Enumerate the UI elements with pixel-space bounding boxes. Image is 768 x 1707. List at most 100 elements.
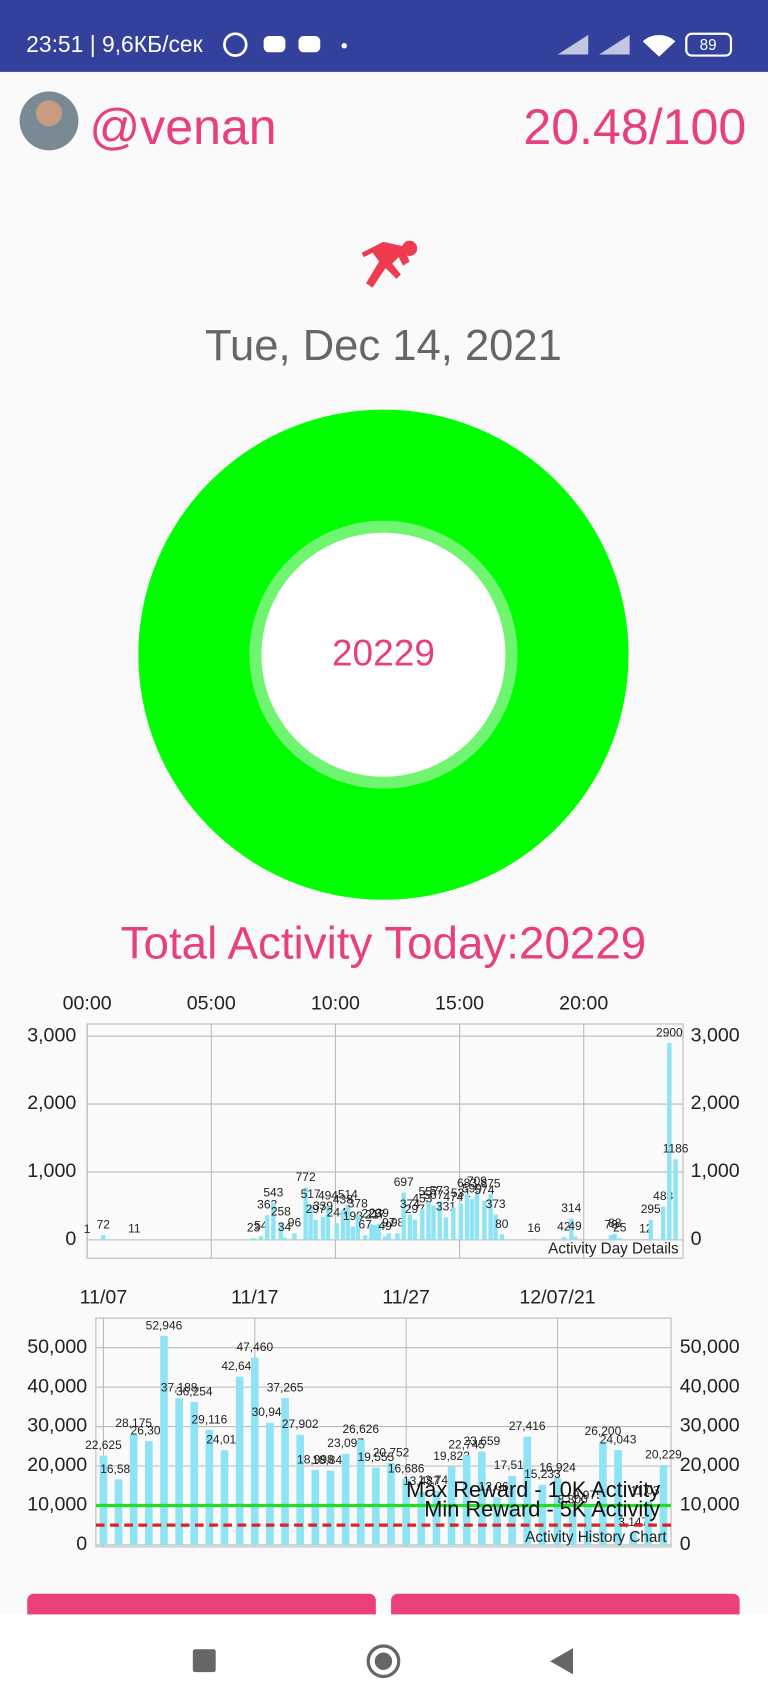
x-tick-label: 12/07/21 (519, 1287, 595, 1309)
value-label: 295 (641, 1202, 661, 1216)
value-label: 507 (424, 1188, 444, 1202)
value-label: 8,800 (558, 1493, 588, 1507)
y-tick-label: 0 (76, 1533, 87, 1555)
bar (443, 1217, 449, 1240)
value-label: 70 (604, 1217, 618, 1231)
bar (325, 1206, 331, 1240)
bar (568, 1510, 577, 1545)
value-label: 23,097 (327, 1436, 364, 1450)
bar (235, 1376, 244, 1545)
value-label: 26,306 (131, 1424, 168, 1438)
bar (420, 1209, 425, 1240)
nav-recent[interactable] (192, 1649, 216, 1673)
bar (412, 1219, 418, 1240)
value-label: 438 (333, 1192, 353, 1206)
x-tick-label: 11/27 (382, 1287, 430, 1309)
value-label: 772 (296, 1170, 316, 1184)
bar (281, 1397, 289, 1545)
value-label: 16 (527, 1221, 541, 1235)
value-label: 49 (568, 1219, 582, 1233)
reference-label: Min Reward - 5K Activity (424, 1497, 660, 1522)
value-label: 1186 (663, 1142, 689, 1156)
chart-annotation: Activity History Chart (525, 1529, 667, 1546)
status-time: 23:51 | 9,6КБ/сек (26, 31, 203, 57)
y2-tick-label: 50,000 (680, 1336, 740, 1358)
value-label: 23 (247, 1221, 261, 1235)
value-label: 11 (128, 1221, 141, 1235)
nav-home[interactable] (366, 1644, 401, 1679)
bar (376, 1223, 382, 1240)
x-tick-label: 00:00 (63, 993, 112, 1015)
bar (474, 1191, 480, 1240)
value-label: 574 (474, 1183, 494, 1197)
bar (282, 1237, 287, 1240)
value-label: 67 (359, 1218, 373, 1232)
bar (488, 1194, 493, 1240)
bar (345, 1204, 351, 1240)
runner-icon (361, 240, 418, 288)
bar (629, 1532, 638, 1545)
value-label: 494 (318, 1189, 338, 1203)
bar (372, 1225, 378, 1240)
value-label: 26,200 (585, 1424, 622, 1438)
ring-center (261, 532, 506, 777)
bar (341, 1453, 350, 1545)
bar (292, 1233, 297, 1240)
bar (303, 1187, 308, 1240)
bar (648, 1219, 653, 1240)
bar (266, 1422, 274, 1545)
bar (278, 1222, 283, 1240)
y2-tick-label: 30,000 (680, 1415, 740, 1437)
y-tick-label: 30,000 (27, 1415, 87, 1437)
y-tick-label: 40,000 (27, 1375, 87, 1397)
value-label: 217 (365, 1207, 385, 1221)
bar (608, 1235, 614, 1240)
bar (538, 1484, 547, 1545)
value-label: 18,998 (297, 1452, 334, 1466)
bar (569, 1218, 574, 1240)
bar (614, 1450, 622, 1545)
y2-tick-label: 1,000 (691, 1160, 740, 1182)
bar (583, 1505, 592, 1545)
bar (458, 1203, 463, 1240)
value-label: 16,924 (539, 1461, 576, 1475)
value-label: 239 (369, 1206, 389, 1220)
value-label: 543 (263, 1185, 283, 1199)
value-label: 22,625 (85, 1438, 122, 1452)
score: 20.48/100 (523, 99, 746, 155)
bar (561, 1237, 567, 1240)
bar (132, 1239, 137, 1240)
bar (356, 1439, 365, 1545)
bar (401, 1192, 406, 1240)
value-label: 1 (84, 1222, 91, 1236)
x-tick-label: 11/17 (231, 1287, 279, 1309)
value-label: 28,175 (115, 1416, 152, 1430)
value-label: 13,745 (418, 1473, 455, 1487)
bar (264, 1215, 270, 1240)
nav-back[interactable] (550, 1648, 574, 1675)
value-label: 30,948 (252, 1405, 289, 1419)
y-tick-label: 1,000 (27, 1160, 76, 1182)
value-label: 16,686 (388, 1461, 425, 1475)
value-label: 374 (400, 1197, 420, 1211)
bar (114, 1479, 123, 1545)
bar (313, 1219, 318, 1240)
bar (258, 1236, 264, 1240)
value-label: 675 (481, 1176, 501, 1190)
bar (482, 1200, 487, 1240)
value-label: 97 (382, 1216, 396, 1230)
bar (499, 1234, 504, 1240)
bar (250, 1357, 259, 1545)
value-label: 709 (467, 1174, 487, 1188)
value-label: 258 (271, 1205, 291, 1219)
value-label: 26,626 (342, 1422, 379, 1436)
y2-tick-label: 0 (691, 1228, 702, 1250)
bar (251, 1238, 256, 1240)
value-label: 37,188 (161, 1381, 198, 1395)
bar (350, 1226, 355, 1240)
value-label: 373 (486, 1197, 506, 1211)
username: @venan (89, 99, 276, 155)
value-label: 697 (394, 1175, 414, 1189)
value-label: 54 (254, 1219, 268, 1233)
